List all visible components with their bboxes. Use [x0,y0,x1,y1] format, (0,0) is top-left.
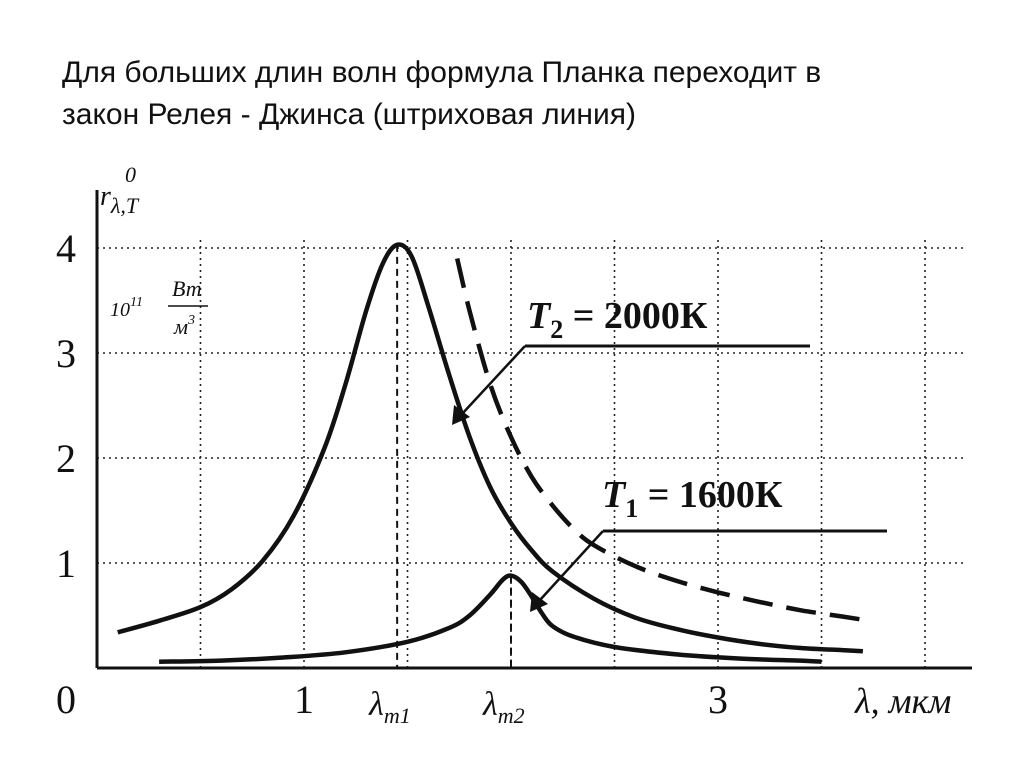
labels-layer: 0 rλ,T 0 1011 Вт м3 λ, мкм T2 = 2000К T1… [56,162,951,728]
peak-markers-layer [396,244,512,668]
legend-t1: T1 = 1600К [602,474,783,523]
legend-t1-leader [539,530,604,601]
peak-label: λm1 [368,686,411,728]
y-axis-label-main: r [100,181,111,212]
legend-t2-rest: = 2000К [563,295,708,337]
y-tick-label: 2 [56,436,76,481]
y-unit-exp-sup: 11 [130,295,143,310]
y-unit-denominator-sup: 3 [187,313,195,328]
curve-t2-2000k [117,242,864,654]
y-tick-label: 4 [56,226,76,271]
peak-label-main: λ [368,686,384,723]
y-tick-label: 3 [56,331,76,376]
curves-layer [117,242,870,664]
y-axis-label: rλ,T [100,181,140,218]
legend-t1-rest: = 1600К [638,474,783,516]
y-axis-label-sub: λ,T [110,193,140,218]
peak-label-sub: m1 [384,703,411,728]
x-tick-label: 1 [294,677,314,722]
legend-t2-main: T [527,295,552,337]
y-unit-denominator: м3 [173,313,195,339]
legend-leaders-layer [452,344,887,612]
legend-t1-sub: 1 [625,494,638,523]
slide-heading-line-1: Для больших длин волн формула Планка пер… [62,56,822,89]
curve-rayleigh-jeans [455,257,870,624]
grid-layer [97,240,965,668]
legend-t2-leader [461,345,526,415]
peak-label-main: λ [482,686,498,723]
y-unit-exp-base: 10 [110,299,130,321]
legend-t1-arrowhead [530,592,548,612]
peak-label-sub: m2 [498,703,525,728]
axes-layer [95,190,972,670]
x-axis-label: λ, мкм [854,681,951,721]
slide-heading-line-2: закон Релея - Джинса (штриховая линия) [62,98,636,131]
curve-t1-1600k [159,573,822,664]
y-unit-numerator: Вт [172,276,202,301]
origin-label: 0 [56,677,76,722]
legend-t1-main: T [602,474,627,516]
legend-t2: T2 = 2000К [527,295,708,344]
y-tick-label: 1 [56,541,76,586]
y-unit-exp: 1011 [110,295,143,321]
y-axis-label-sup: 0 [125,162,136,187]
x-tick-label: 3 [708,677,728,722]
legend-t2-sub: 2 [550,315,563,344]
peak-label: λm2 [482,686,525,728]
legend-t2-arrowhead [452,405,470,425]
slide-heading: Для больших длин волн формула Планка пер… [62,52,982,136]
y-unit-denominator-base: м [173,314,188,339]
